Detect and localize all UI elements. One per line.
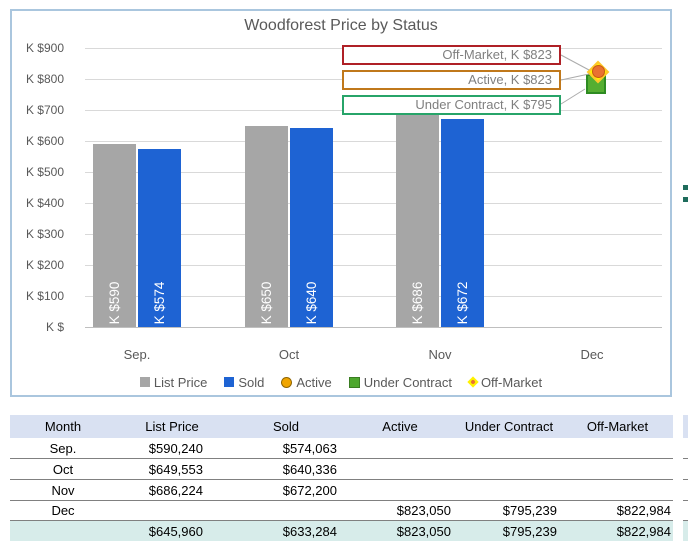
callout-under-contract[interactable]: Under Contract, K $795 — [342, 95, 561, 115]
gridline — [85, 203, 662, 204]
cell-list-price[interactable]: $645,960 — [148, 523, 203, 539]
cell-month[interactable]: Dec — [51, 503, 75, 518]
gridline — [85, 296, 662, 297]
bar-list-price-Oct[interactable] — [245, 126, 288, 327]
row-line-continuation — [683, 479, 688, 480]
legend-item-active[interactable]: Active — [281, 374, 332, 390]
y-axis-tick-label: K $200 — [25, 258, 64, 272]
table-header-continuation — [683, 415, 688, 438]
sold-swatch-icon — [224, 377, 235, 387]
row-line-continuation — [683, 500, 688, 501]
bar-value-label: K $574 — [151, 281, 167, 325]
cell-sold[interactable]: $672,200 — [282, 482, 337, 498]
cell-off-market[interactable]: $822,984 — [616, 503, 671, 518]
y-axis-tick-label: K $800 — [25, 72, 64, 86]
gridline — [85, 265, 662, 266]
header-under-contract[interactable]: Under Contract — [464, 419, 554, 434]
gridline — [85, 172, 662, 173]
header-month[interactable]: Month — [44, 419, 82, 434]
callout-off-market[interactable]: Off-Market, K $823 — [342, 45, 561, 65]
bar-sold-Sep[interactable] — [138, 149, 181, 327]
bar-value-label: K $672 — [454, 281, 470, 325]
off-market-diamond-icon — [467, 376, 479, 388]
cell-sold[interactable]: $640,336 — [282, 461, 337, 477]
y-axis-tick-label: K $400 — [25, 196, 64, 210]
header-sold[interactable]: Sold — [272, 419, 300, 434]
legend-label: Active — [296, 374, 332, 390]
bar-value-label: K $590 — [106, 281, 122, 325]
y-axis-tick-label: K $100 — [25, 289, 64, 303]
y-axis-tick-label: K $600 — [25, 134, 64, 148]
chart-object[interactable]: Woodforest Price by Status K $900 K $800… — [10, 9, 672, 397]
header-off-market[interactable]: Off-Market — [586, 419, 649, 434]
legend-item-sold[interactable]: Sold — [224, 375, 264, 390]
legend-item-off-market[interactable]: Off-Market — [467, 374, 543, 390]
legend-label: List Price — [153, 374, 208, 390]
cell-month[interactable]: Sep. — [49, 440, 77, 456]
table-total-row: $645,960 $633,284 $823,050 $795,239 $822… — [10, 521, 673, 541]
table-row-sep: Sep. $590,240 $574,063 — [10, 438, 673, 459]
legend-label: Under Contract — [363, 374, 452, 390]
cell-sold[interactable]: $633,284 — [282, 523, 337, 539]
bar-list-price-Nov[interactable] — [396, 114, 439, 327]
y-axis-tick-label: K $300 — [25, 227, 64, 241]
under-contract-square-icon — [348, 376, 360, 388]
chart-title: Woodforest Price by Status — [244, 17, 438, 34]
legend-item-under-contract[interactable]: Under Contract — [348, 374, 452, 390]
x-axis-label-nov: Nov — [428, 347, 452, 362]
header-list-price[interactable]: List Price — [145, 419, 199, 434]
list-price-swatch-icon — [139, 377, 150, 387]
bar-sold-Oct[interactable] — [290, 128, 333, 327]
edge-mark — [683, 197, 688, 202]
cell-off-market[interactable]: $822,984 — [616, 523, 671, 539]
cell-list-price[interactable]: $686,224 — [148, 482, 203, 498]
bar-list-price-Sep[interactable] — [93, 144, 136, 327]
gridline — [85, 234, 662, 235]
cell-active[interactable]: $823,050 — [396, 523, 451, 539]
cell-month[interactable]: Oct — [52, 461, 74, 477]
table-row-dec: Dec $823,050 $795,239 $822,984 — [10, 501, 673, 521]
legend-label: Off-Market — [480, 374, 543, 390]
y-axis-tick-label: K $500 — [25, 165, 64, 179]
bar-value-label: K $650 — [258, 281, 274, 325]
cell-under-contract[interactable]: $795,239 — [502, 503, 557, 518]
active-circle-icon — [281, 376, 293, 388]
x-axis-label-dec: Dec — [580, 347, 604, 362]
y-axis-tick-label: K $700 — [25, 103, 64, 117]
callout-active[interactable]: Active, K $823 — [342, 70, 561, 90]
cell-active[interactable]: $823,050 — [396, 503, 451, 518]
legend-label: Sold — [238, 374, 265, 390]
cell-sold[interactable]: $574,063 — [282, 440, 337, 456]
row-line-continuation — [683, 520, 688, 521]
bar-value-label: K $686 — [409, 281, 425, 325]
table-total-continuation — [683, 521, 688, 541]
cell-month[interactable]: Nov — [51, 482, 75, 498]
table-row-oct: Oct $649,553 $640,336 — [10, 459, 673, 480]
bar-sold-Nov[interactable] — [441, 119, 484, 327]
cell-list-price[interactable]: $590,240 — [148, 440, 203, 456]
y-axis-tick-label: K $ — [45, 320, 64, 334]
gridline — [85, 141, 662, 142]
row-line-continuation — [683, 458, 688, 459]
cell-list-price[interactable]: $649,553 — [148, 461, 203, 477]
legend-item-list-price[interactable]: List Price — [139, 374, 208, 390]
header-active[interactable]: Active — [382, 419, 418, 434]
table-row-nov: Nov $686,224 $672,200 — [10, 480, 673, 501]
x-axis-label-sep: Sep. — [123, 347, 151, 362]
data-table: Month List Price Sold Active Under Contr… — [10, 415, 673, 541]
x-axis-label-oct: Oct — [278, 347, 300, 362]
bar-value-label: K $640 — [303, 281, 319, 325]
y-axis-tick-label: K $900 — [25, 41, 64, 55]
table-header-row: Month List Price Sold Active Under Contr… — [10, 415, 673, 438]
cell-under-contract[interactable]: $795,239 — [502, 523, 557, 539]
active-marker[interactable] — [591, 65, 605, 79]
chart-legend: List Price Sold Active Under Contract Of… — [12, 372, 670, 392]
x-axis-line — [85, 327, 662, 328]
edge-mark — [683, 185, 688, 190]
